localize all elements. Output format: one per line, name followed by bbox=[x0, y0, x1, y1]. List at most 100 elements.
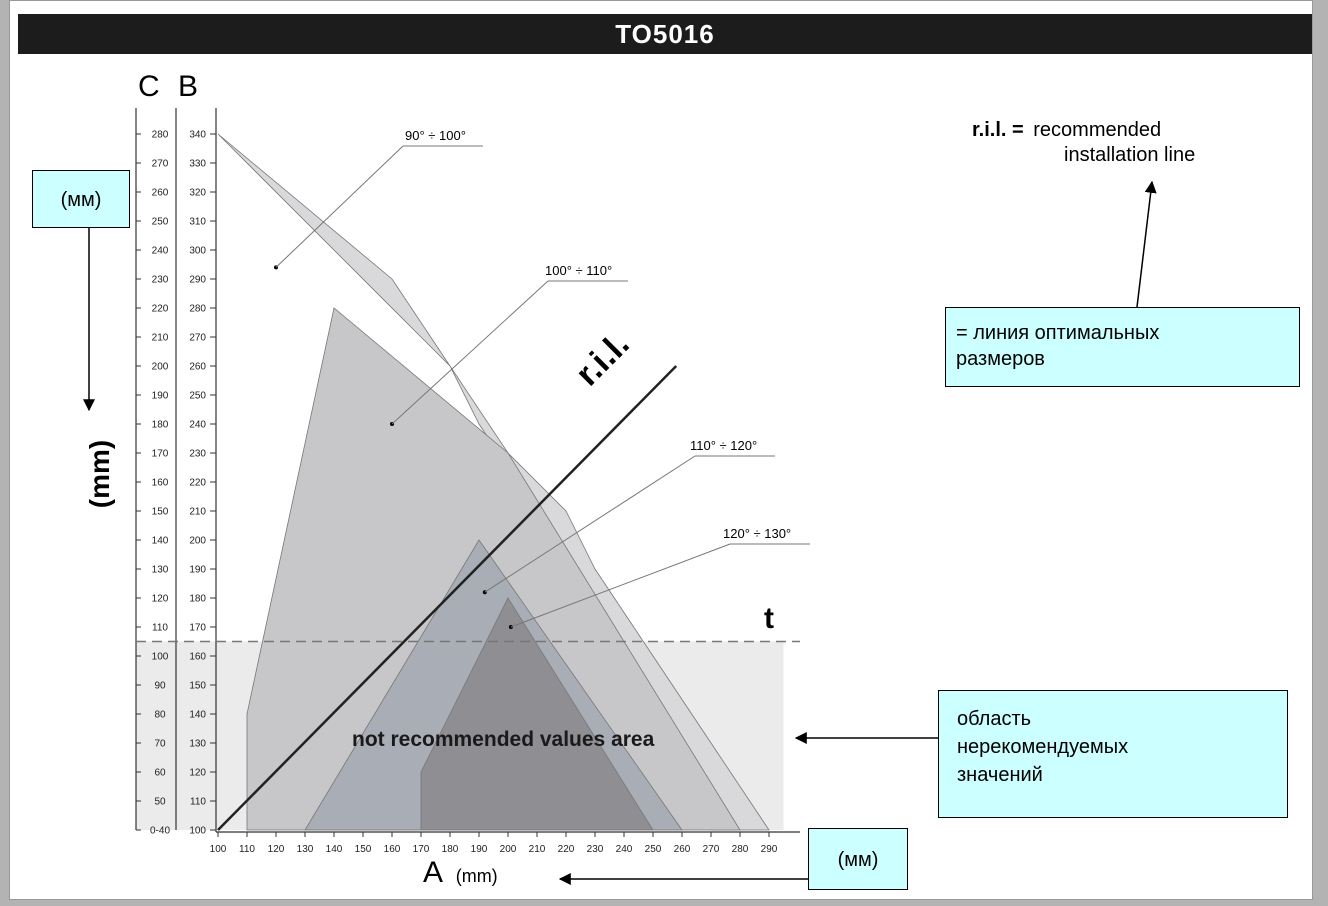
a-tick-label-9: 190 bbox=[471, 844, 488, 855]
b-tick-label-11: 210 bbox=[189, 507, 206, 518]
c-tick-label-21: 250 bbox=[152, 217, 169, 228]
c-tick-label-4: 80 bbox=[154, 710, 166, 721]
b-tick-label-3: 130 bbox=[189, 739, 206, 750]
c-tick-label-15: 190 bbox=[152, 391, 169, 402]
chart-title: TO5016 bbox=[18, 14, 1312, 54]
overlay bbox=[136, 145, 810, 831]
c-tick-label-3: 70 bbox=[154, 739, 166, 750]
a-tick-label-0: 100 bbox=[210, 844, 227, 855]
arrow-ril-legend bbox=[1136, 180, 1157, 308]
b-tick-label-8: 180 bbox=[189, 594, 206, 605]
regions bbox=[136, 133, 784, 831]
a-tick-label-18: 280 bbox=[732, 844, 749, 855]
a-tick-label-12: 220 bbox=[558, 844, 575, 855]
c-tick-label-11: 150 bbox=[152, 507, 169, 518]
a-tick-label-5: 150 bbox=[355, 844, 372, 855]
b-tick-label-21: 310 bbox=[189, 217, 206, 228]
b-tick-label-24: 340 bbox=[189, 130, 206, 141]
c-tick-label-20: 240 bbox=[152, 246, 169, 257]
axis-a-letter: A bbox=[423, 856, 442, 889]
b-tick-label-14: 240 bbox=[189, 420, 206, 431]
ril-legend: r.i.l. = recommended installation line bbox=[972, 118, 1195, 168]
b-tick-label-10: 200 bbox=[189, 536, 206, 547]
b-tick-label-23: 330 bbox=[189, 159, 206, 170]
b-tick-label-20: 300 bbox=[189, 246, 206, 257]
c-tick-label-0: 0-40 bbox=[150, 826, 170, 837]
c-tick-label-5: 90 bbox=[154, 681, 166, 692]
note-not-recommended: область нерекомендуемых значений bbox=[938, 690, 1288, 818]
c-tick-label-22: 260 bbox=[152, 188, 169, 199]
region-3 bbox=[420, 597, 654, 831]
a-tick-label-4: 140 bbox=[326, 844, 343, 855]
b-tick-label-22: 320 bbox=[189, 188, 206, 199]
b-tick-label-12: 220 bbox=[189, 478, 206, 489]
note-mm-left: (мм) bbox=[32, 170, 130, 228]
b-tick-label-0: 100 bbox=[189, 826, 206, 837]
b-tick-label-17: 270 bbox=[189, 333, 206, 344]
axis-a-label: A (mm) bbox=[423, 856, 498, 890]
b-tick-label-5: 150 bbox=[189, 681, 206, 692]
c-tick-label-16: 200 bbox=[152, 362, 169, 373]
c-tick-label-19: 230 bbox=[152, 275, 169, 286]
a-tick-label-14: 240 bbox=[616, 844, 633, 855]
c-tick-label-10: 140 bbox=[152, 536, 169, 547]
region-label-120-130: 120° ÷ 130° bbox=[723, 526, 792, 541]
a-tick-label-13: 230 bbox=[587, 844, 604, 855]
b-tick-label-7: 170 bbox=[189, 623, 206, 634]
callout-line-1 bbox=[391, 280, 549, 425]
axis-vertical-unit: (mm) bbox=[84, 439, 115, 509]
a-tick-label-17: 270 bbox=[703, 844, 720, 855]
c-tick-label-17: 210 bbox=[152, 333, 169, 344]
a-tick-label-11: 210 bbox=[529, 844, 546, 855]
not-recommended-label: not recommended values area bbox=[352, 728, 655, 751]
note-optimal-line-2: размеров bbox=[956, 348, 1045, 370]
c-tick-label-14: 180 bbox=[152, 420, 169, 431]
a-tick-label-2: 120 bbox=[268, 844, 285, 855]
c-tick-label-2: 60 bbox=[154, 768, 166, 779]
region-label-110-120: 110° ÷ 120° bbox=[690, 438, 758, 453]
note-area-2: нерекомендуемых bbox=[957, 736, 1129, 758]
c-tick-label-1: 50 bbox=[154, 797, 166, 808]
ril-legend-line2: installation line bbox=[1064, 144, 1196, 166]
c-tick-label-13: 170 bbox=[152, 449, 169, 460]
ticks: 100 110 120 130 140 150 160 170 180 190 200 210 220 2… bbox=[136, 130, 778, 855]
c-tick-label-18: 220 bbox=[152, 304, 169, 315]
c-tick-label-23: 270 bbox=[152, 159, 169, 170]
c-tick-label-24: 280 bbox=[152, 130, 169, 141]
c-tick-label-8: 120 bbox=[152, 594, 169, 605]
a-tick-label-16: 260 bbox=[674, 844, 691, 855]
b-tick-label-18: 280 bbox=[189, 304, 206, 315]
c-tick-label-6: 100 bbox=[152, 652, 169, 663]
a-tick-label-6: 160 bbox=[384, 844, 401, 855]
a-tick-label-1: 110 bbox=[239, 844, 255, 855]
region-label-90-100: 90° ÷ 100° bbox=[405, 128, 466, 143]
b-tick-label-13: 230 bbox=[189, 449, 206, 460]
callout-line-0 bbox=[275, 145, 404, 268]
callout-line-3 bbox=[510, 543, 731, 628]
c-tick-label-7: 110 bbox=[152, 623, 168, 634]
b-tick-label-2: 120 bbox=[189, 768, 206, 779]
a-tick-label-10: 200 bbox=[500, 844, 517, 855]
axis-b-label: B bbox=[178, 70, 199, 103]
note-mm-bottom: (мм) bbox=[808, 828, 908, 890]
b-tick-label-15: 250 bbox=[189, 391, 206, 402]
b-tick-label-9: 190 bbox=[189, 565, 206, 576]
b-tick-label-6: 160 bbox=[189, 652, 206, 663]
note-area-3: значений bbox=[957, 764, 1043, 786]
region-label-100-110: 100° ÷ 110° bbox=[545, 263, 613, 278]
note-area-1: область bbox=[957, 708, 1032, 730]
ril-legend-line1: recommended bbox=[1033, 119, 1162, 141]
note-optimal-line: = линия оптимальных размеров bbox=[945, 307, 1300, 387]
ril-line bbox=[217, 365, 678, 831]
a-tick-label-3: 130 bbox=[297, 844, 314, 855]
a-tick-label-15: 250 bbox=[645, 844, 662, 855]
note-optimal-line-1: = линия оптимальных bbox=[956, 322, 1160, 344]
c-tick-label-9: 130 bbox=[152, 565, 169, 576]
axis-a-unit: (mm) bbox=[455, 866, 498, 886]
b-tick-label-4: 140 bbox=[189, 710, 206, 721]
ril-legend-abbr: r.i.l. = bbox=[972, 119, 1024, 141]
c-tick-label-12: 160 bbox=[152, 478, 169, 489]
a-tick-label-19: 290 bbox=[761, 844, 778, 855]
a-tick-label-8: 180 bbox=[442, 844, 459, 855]
b-tick-label-16: 260 bbox=[189, 362, 206, 373]
